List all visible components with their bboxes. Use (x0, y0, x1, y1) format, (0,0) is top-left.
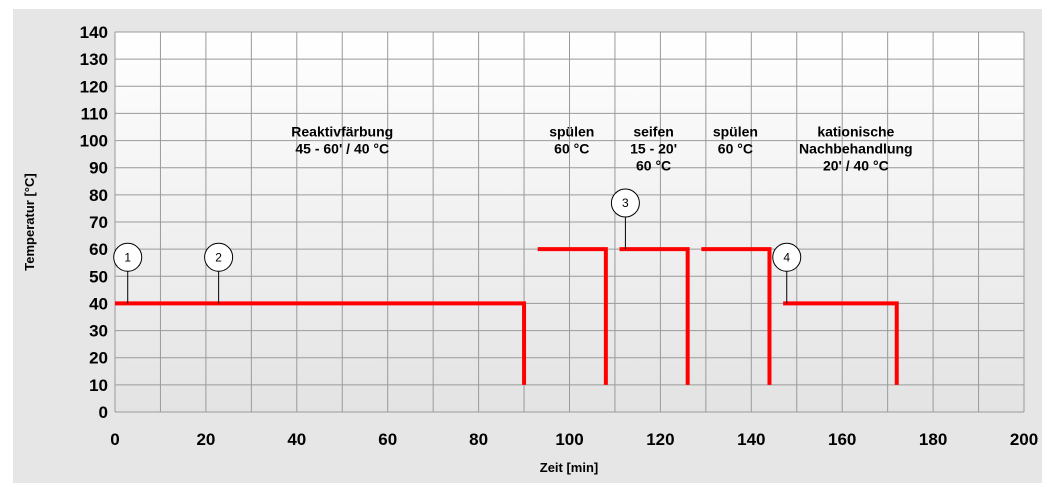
x-tick-label: 60 (378, 430, 397, 449)
tick-layer: 0 20 40 60 80 100 120 140 160 180 2000102030405060… (80, 23, 1039, 449)
y-tick-label: 60 (89, 240, 108, 259)
series-line-3 (619, 247, 690, 385)
callout-circle (204, 242, 234, 272)
callout-label: 3 (622, 196, 629, 210)
series-layer (115, 247, 899, 385)
callout-marker-1: 1 (113, 242, 143, 304)
annotation-4: spülen 60 °C (713, 124, 758, 157)
annotation-2: spülen 60 °C (549, 124, 594, 157)
y-tick-label: 100 (80, 132, 108, 151)
y-axis-title: Temperatur [°C] (22, 173, 37, 270)
y-tick-label: 0 (99, 403, 108, 422)
callout-marker-2: 2 (204, 242, 234, 304)
annotation-3: seifen 15 - 20' 60 °C (630, 124, 677, 174)
annotation-line: 15 - 20' (630, 141, 677, 157)
callout-circle (113, 242, 143, 272)
annotation-line: spülen (549, 124, 594, 140)
y-tick-label: 50 (89, 267, 108, 286)
annotation-line: 60 °C (636, 158, 671, 174)
annotation-1: Reaktivfärbung 45 - 60' / 40 °C (291, 124, 393, 157)
callout-label: 4 (783, 250, 790, 264)
annotation-line: seifen (633, 124, 673, 140)
callout-marker-3: 3 (610, 188, 640, 250)
grid-layer (114, 31, 1025, 413)
y-tick-label: 40 (89, 294, 108, 313)
series-line-1 (115, 301, 527, 385)
annotation-line: 45 - 60' / 40 °C (295, 141, 389, 157)
marker-layer: 1 2 3 4 (113, 188, 802, 304)
x-tick-label: 20 (196, 430, 215, 449)
x-tick-label: 0 (110, 430, 119, 449)
y-tick-label: 10 (89, 376, 108, 395)
series-line-2 (537, 247, 608, 385)
annotation-line: kationische (817, 124, 894, 140)
annotation-line: spülen (713, 124, 758, 140)
series-line-4 (701, 247, 772, 385)
series-line-5 (783, 301, 899, 385)
x-tick-label: 200 (1010, 430, 1038, 449)
annotation-line: Nachbehandlung (799, 141, 913, 157)
y-tick-label: 140 (80, 23, 108, 42)
y-tick-label: 110 (81, 104, 108, 123)
callout-circle (772, 242, 802, 272)
x-axis-title: Zeit [min] (540, 460, 599, 475)
annotation-line: 60 °C (554, 141, 589, 157)
x-tick-label: 120 (646, 430, 674, 449)
x-tick-label: 80 (469, 430, 488, 449)
x-tick-label: 180 (919, 430, 947, 449)
x-tick-label: 160 (828, 430, 856, 449)
y-tick-label: 30 (89, 322, 108, 341)
x-tick-label: 40 (287, 430, 306, 449)
callout-circle (610, 188, 640, 218)
annotation-line: 20' / 40 °C (823, 158, 889, 174)
y-tick-label: 130 (80, 50, 108, 69)
x-tick-label: 140 (737, 430, 765, 449)
y-tick-label: 70 (89, 213, 108, 232)
y-tick-label: 90 (89, 159, 108, 178)
y-tick-label: 20 (89, 349, 108, 368)
y-tick-label: 120 (80, 77, 108, 96)
callout-label: 2 (215, 250, 222, 264)
x-tick-label: 100 (555, 430, 583, 449)
annotation-line: Reaktivfärbung (291, 124, 393, 140)
callout-marker-4: 4 (772, 242, 802, 304)
y-tick-label: 80 (89, 186, 108, 205)
callout-label: 1 (124, 250, 131, 264)
annotation-5: kationische Nachbehandlung 20' / 40 °C (799, 124, 913, 174)
annotation-line: 60 °C (718, 141, 753, 157)
